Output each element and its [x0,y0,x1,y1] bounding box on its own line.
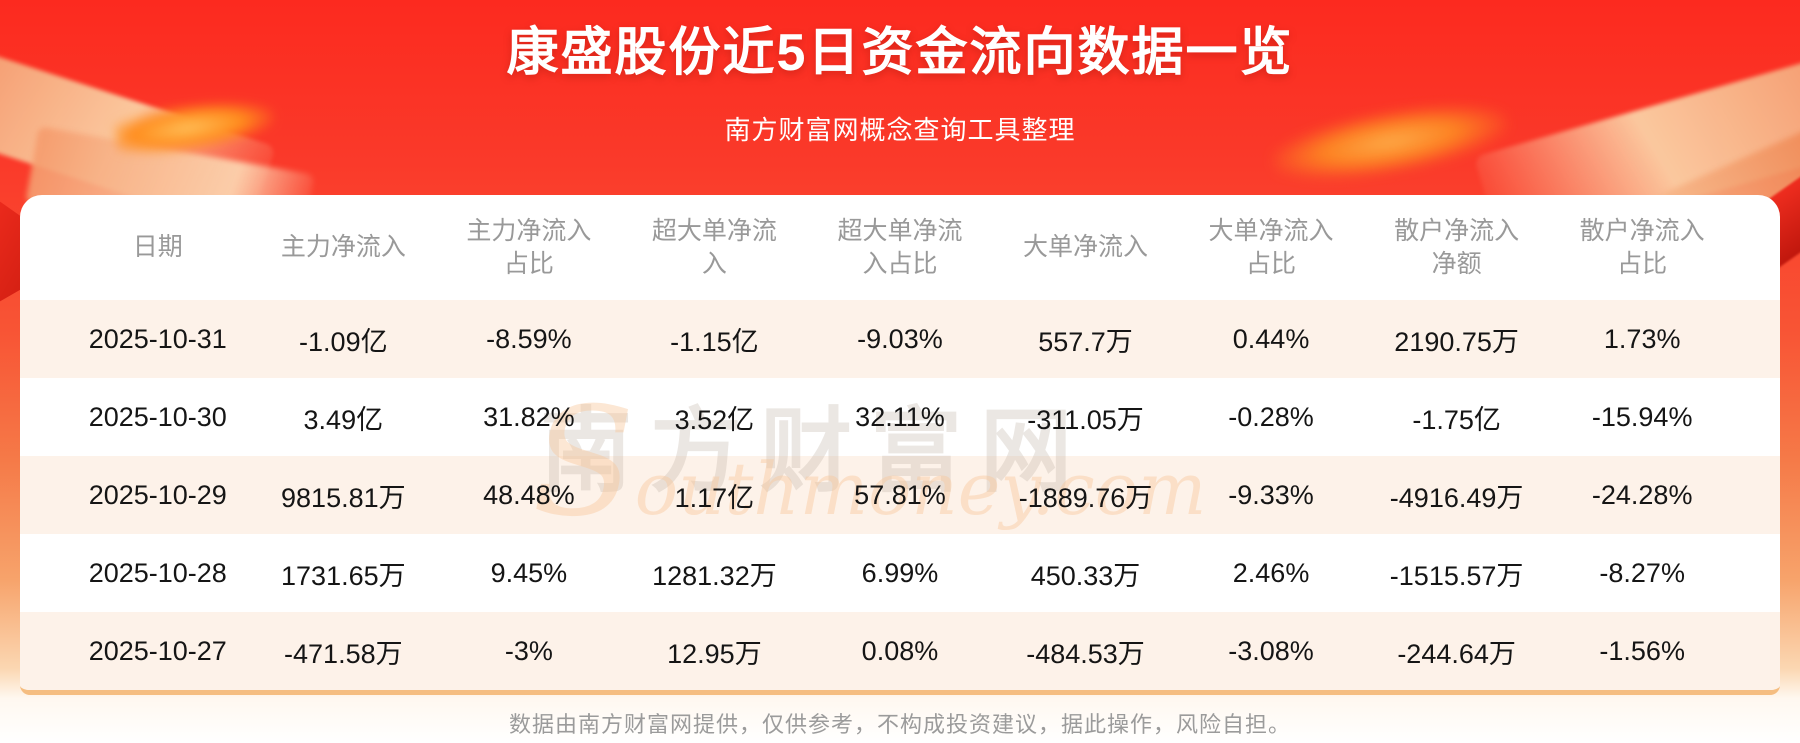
value-cell: -1.56% [1599,635,1685,666]
row-stripe [20,300,1780,378]
value-cell: 3.52亿 [674,404,755,435]
table-row: 2025-10-28 1731.65万 9.45% 1281.32万 6.99% 450.… [65,534,1735,612]
value-cell: -24.28% [1591,479,1693,510]
value-cell: -0.28% [1228,401,1314,432]
page-title: 康盛股份近5日资金流向数据一览 [506,24,1294,82]
value-cell: -471.58万 [284,638,403,669]
date-cell: 2025-10-30 [88,401,227,432]
column-header: 超大单净流入占比 [837,217,963,278]
column-header: 散户净流入占比 [1579,217,1705,278]
value-cell: -9.03% [857,323,943,354]
value-cell: -1.09亿 [299,326,388,357]
value-cell: 48.48% [483,479,575,510]
table-row: 2025-10-30 3.49亿 31.82% 3.52亿 32.11% -311.05万… [65,378,1735,456]
value-cell: 1.73% [1603,323,1681,354]
value-cell: -311.05万 [1027,404,1144,435]
table-row: 2025-10-27 -471.58万 -3% 12.95万 0.08% -484.53万… [65,612,1735,690]
value-cell: 31.82% [483,401,575,432]
date-cell: 2025-10-27 [88,635,227,666]
fund-flow-table: 日期 主力净流入 主力净流入占比 超大单净流入 超大单净流入占比 大单净流入 大单净流入占比… [65,195,1735,690]
value-cell: 557.7万 [1038,326,1133,357]
table-header-row: 日期 主力净流入 主力净流入占比 超大单净流入 超大单净流入占比 大单净流入 大单净流入占比… [65,195,1735,300]
date-cell: 2025-10-31 [88,323,227,354]
value-cell: -3.08% [1228,635,1314,666]
value-cell: -8.27% [1599,557,1685,588]
date-cell: 2025-10-28 [88,557,227,588]
value-cell: 6.99% [861,557,939,588]
value-cell: -1889.76万 [1018,482,1153,513]
table-row: 2025-10-29 9815.81万 48.48% 1.17亿 57.81% -1889… [65,456,1735,534]
value-cell: 1731.65万 [281,560,406,591]
value-cell: -244.64万 [1397,638,1516,669]
value-cell: -484.53万 [1026,638,1145,669]
row-stripe [20,612,1780,690]
value-cell: 2.46% [1232,557,1310,588]
column-header: 超大单净流入 [651,217,777,278]
table-row: 2025-10-31 -1.09亿 -8.59% -1.15亿 -9.03% 557.7万… [65,300,1735,378]
value-cell: -1515.57万 [1389,560,1524,591]
value-cell: -9.33% [1228,479,1314,510]
value-cell: -15.94% [1591,401,1693,432]
value-cell: 1.17亿 [674,482,755,513]
value-cell: 9.45% [490,557,568,588]
date-cell: 2025-10-29 [88,479,227,510]
value-cell: -3% [504,635,553,666]
value-cell: 9815.81万 [281,482,406,513]
page-subtitle: 南方财富网概念查询工具整理 [724,115,1076,145]
value-cell: -1.75亿 [1412,404,1501,435]
column-header: 日期 [132,233,183,262]
value-cell: 57.81% [854,479,946,510]
column-header: 大单净流入占比 [1208,217,1334,278]
value-cell: 450.33万 [1030,560,1141,591]
value-cell: 0.08% [861,635,939,666]
value-cell: 32.11% [855,401,945,432]
column-header: 散户净流入净额 [1394,217,1520,278]
value-cell: 1281.32万 [652,560,777,591]
column-header: 主力净流入占比 [466,217,592,278]
fund-flow-card: 南方财富网 Southmoney.com 日期 主力净流入 主力净流入占比 超大单净流… [20,195,1780,695]
value-cell: -8.59% [486,323,572,354]
value-cell: 0.44% [1232,323,1310,354]
value-cell: 12.95万 [667,638,762,669]
value-cell: -4916.49万 [1389,482,1524,513]
value-cell: 2190.75万 [1394,326,1519,357]
column-header: 主力净流入 [280,233,406,262]
disclaimer-text: 数据由南方财富网提供，仅供参考，不构成投资建议，据此操作，风险自担。 [508,712,1291,737]
column-header: 大单净流入 [1023,233,1149,262]
value-cell: 3.49亿 [303,404,384,435]
row-stripe [20,456,1780,534]
value-cell: -1.15亿 [670,326,759,357]
